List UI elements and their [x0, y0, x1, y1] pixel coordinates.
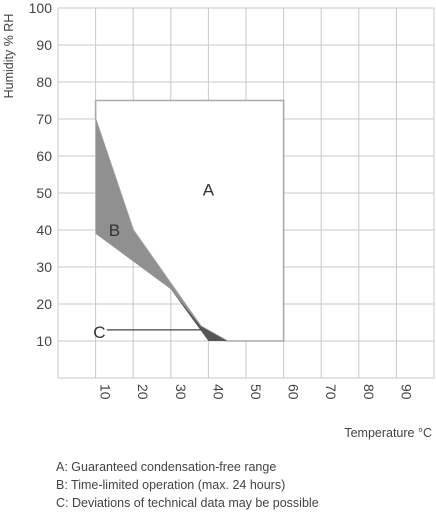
legend-item-a: A: Guaranteed condensation-free range: [56, 460, 277, 474]
legend-item-c: C: Deviations of technical data may be p…: [56, 496, 319, 510]
x-tick-label: 80: [361, 384, 377, 400]
x-tick-label: 40: [210, 384, 226, 400]
region-b: [95, 119, 201, 327]
x-tick-label: 50: [248, 384, 264, 400]
legend-item-b: B: Time-limited operation (max. 24 hours…: [56, 478, 286, 492]
y-tick-label: 40: [36, 222, 52, 238]
region-label-b: B: [109, 221, 120, 240]
x-tick-label: 20: [135, 384, 151, 400]
x-axis-label: Temperature °C: [344, 426, 432, 440]
y-tick-label: 100: [29, 0, 53, 16]
x-tick-label: 60: [286, 384, 302, 400]
y-axis-label: Humidity % RH: [2, 14, 16, 99]
x-tick-label: 30: [173, 384, 189, 400]
y-tick-label: 50: [36, 185, 52, 201]
region-label-c: C: [93, 323, 105, 342]
y-tick-label: 30: [36, 259, 52, 275]
y-tick-label: 80: [36, 74, 52, 90]
y-tick-label: 70: [36, 111, 52, 127]
y-tick-label: 20: [36, 296, 52, 312]
x-tick-label: 70: [323, 384, 339, 400]
regions: [94, 99, 285, 342]
annotation: A B C: [93, 180, 215, 341]
y-tick-label: 60: [36, 148, 52, 164]
x-tick-label: 10: [98, 384, 114, 400]
y-tick-label: 10: [36, 333, 52, 349]
x-tick-label: 90: [398, 384, 414, 400]
y-tick-label: 90: [36, 37, 52, 53]
region-label-a: A: [203, 180, 215, 199]
legend: A: Guaranteed condensation-free range B:…: [56, 458, 319, 512]
ticks: 1020304050607080901001020304050607080901…: [29, 0, 415, 400]
